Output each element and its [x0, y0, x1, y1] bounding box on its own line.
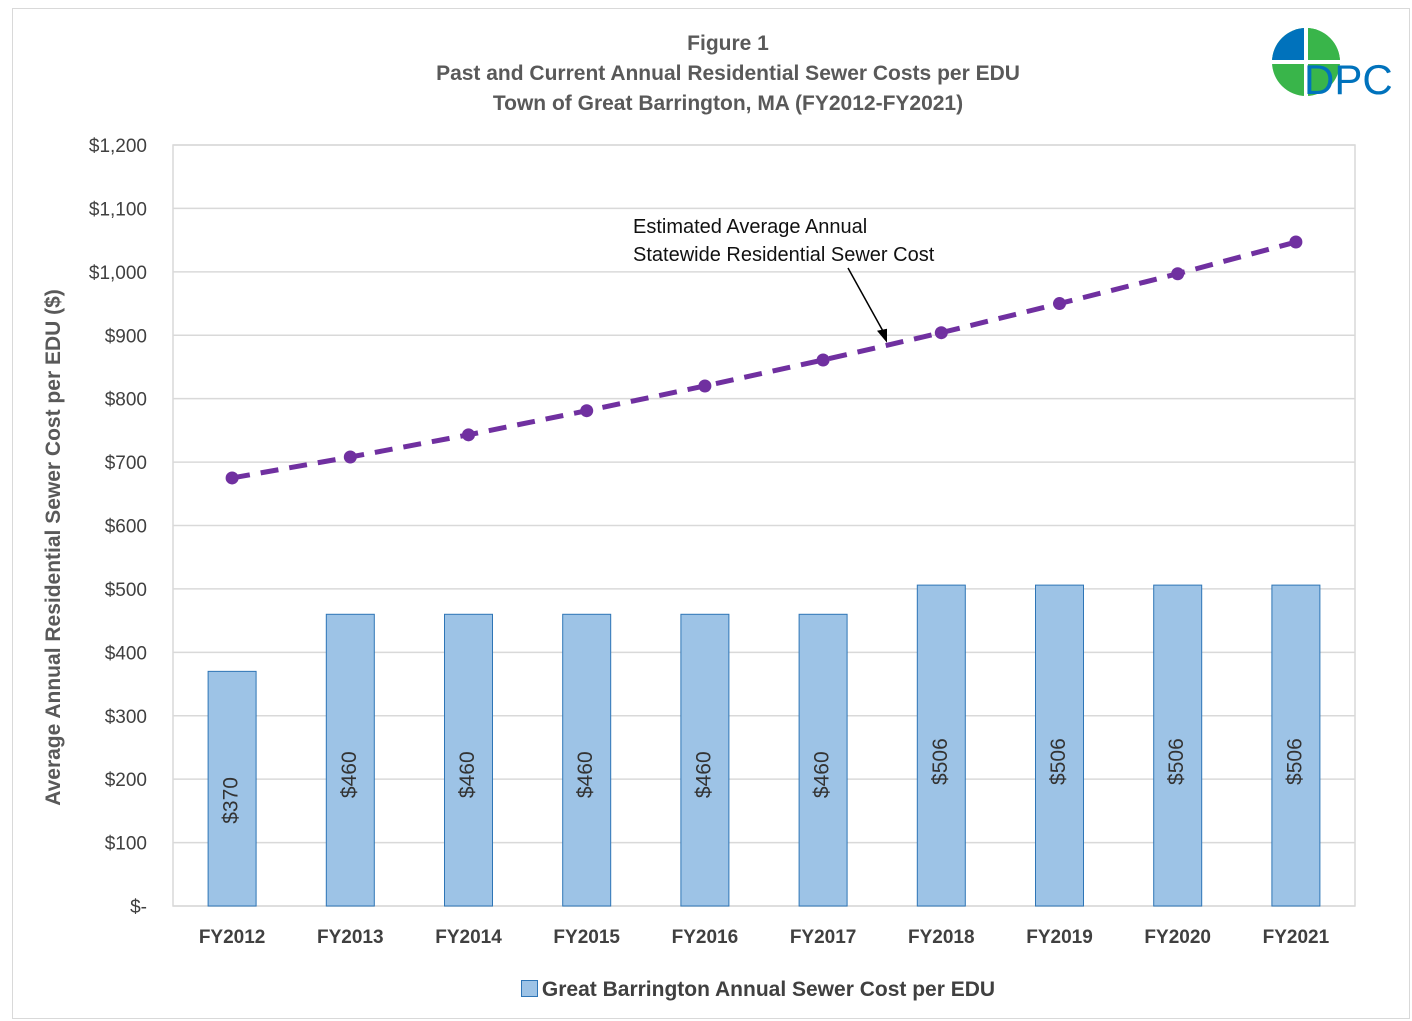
x-tick-label: FY2017 [790, 927, 857, 948]
bar [325, 613, 375, 907]
y-tick-label: $400 [105, 643, 147, 664]
annotation-line: Statewide Residential Sewer Cost [633, 244, 935, 266]
y-tick-label: $900 [105, 326, 147, 347]
annotation-line: Estimated Average Annual [633, 216, 867, 238]
bar [207, 670, 257, 907]
bar [916, 584, 966, 907]
legend: Great Barrington Annual Sewer Cost per E… [0, 978, 1412, 1002]
bar-value-label: $506 [1283, 738, 1306, 785]
bar [1035, 584, 1084, 907]
annotation-arrowhead [877, 328, 887, 343]
y-tick-label: $200 [105, 770, 147, 791]
line-point [1053, 297, 1066, 311]
y-tick-label: $- [130, 897, 147, 918]
y-tick-label: $1,000 [89, 263, 147, 284]
bar-value-label: $506 [1165, 738, 1188, 785]
y-tick-label: $500 [105, 580, 147, 601]
bar-value-label: $460 [456, 751, 479, 798]
line-point [934, 326, 948, 340]
bar-value-label: $460 [338, 751, 361, 798]
bar [680, 613, 730, 907]
x-tick-label: FY2012 [199, 927, 266, 948]
bar [562, 613, 612, 907]
line-point [698, 379, 712, 393]
chart-subtitle: Town of Great Barrington, MA (FY2012-FY2… [492, 92, 964, 115]
y-tick-label: $1,100 [89, 199, 147, 220]
legend-label: Great Barrington Annual Sewer Cost per E… [541, 978, 996, 1001]
y-tick-label: $600 [105, 517, 147, 538]
figure-number: Figure 1 [687, 32, 769, 55]
line-point [1289, 235, 1303, 249]
annotation-arrow [847, 267, 886, 336]
x-tick-label: FY2019 [1026, 927, 1093, 948]
x-tick-label: FY2021 [1263, 927, 1330, 948]
line-point [1171, 267, 1185, 281]
svg-text:DPC: DPC [1304, 56, 1393, 103]
x-tick-label: FY2018 [908, 927, 975, 948]
bar-value-label: $370 [220, 777, 243, 824]
x-tick-label: FY2013 [317, 927, 384, 948]
bar [1271, 584, 1321, 907]
bar-value-label: $460 [811, 751, 834, 798]
y-tick-label: $700 [105, 453, 147, 474]
dpc-logo: DPC [1270, 26, 1393, 103]
y-axis-label: Average Annual Residential Sewer Cost pe… [42, 289, 65, 806]
bar-value-label: $460 [692, 751, 715, 798]
chart-title: Past and Current Annual Residential Sewe… [436, 62, 1020, 85]
y-tick-label: $800 [105, 390, 147, 411]
y-tick-label: $100 [105, 834, 147, 855]
bar [798, 613, 848, 907]
bar-value-label: $460 [574, 751, 597, 798]
bar-value-label: $506 [929, 738, 952, 785]
bar-value-label: $506 [1047, 738, 1070, 785]
line-point [462, 428, 475, 442]
x-tick-label: FY2015 [553, 927, 620, 948]
bar [1153, 584, 1203, 907]
line-point [816, 353, 830, 367]
line-point [343, 450, 357, 464]
x-tick-label: FY2014 [435, 927, 502, 948]
y-tick-label: $300 [105, 707, 147, 728]
bar [444, 613, 493, 907]
legend-swatch [520, 980, 538, 997]
x-tick-label: FY2020 [1144, 927, 1211, 948]
statewide-line [231, 239, 1297, 481]
line-point [580, 404, 594, 418]
x-tick-label: FY2016 [672, 927, 739, 948]
line-point [225, 471, 239, 485]
y-tick-label: $1,200 [89, 136, 147, 157]
